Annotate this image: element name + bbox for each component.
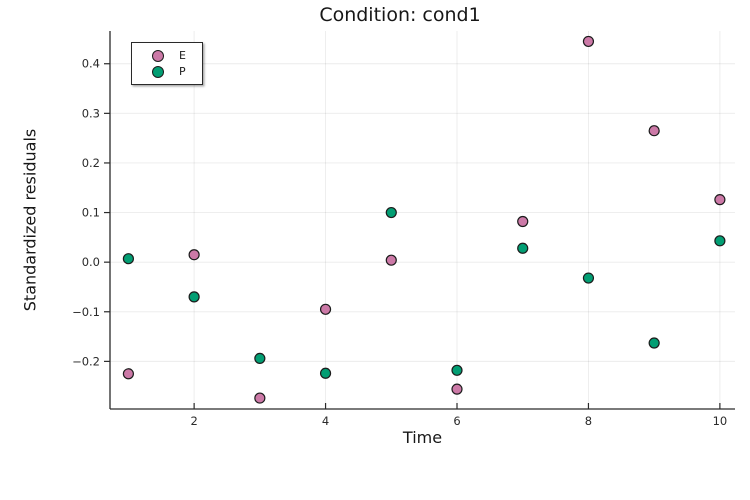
legend-marker-e-icon [152, 49, 164, 62]
legend: E P [131, 42, 203, 85]
x-tick-label: 6 [453, 414, 460, 428]
legend-row-p: P [152, 65, 186, 78]
y-tick-label: 0.3 [82, 106, 100, 120]
x-tick-label: 8 [585, 414, 592, 428]
data-point-p [254, 352, 266, 365]
x-tick-label: 10 [713, 414, 728, 428]
data-point-e [122, 368, 135, 380]
data-point-p [451, 364, 463, 376]
data-point-p [319, 367, 332, 379]
y-tick-label: −0.2 [72, 354, 100, 368]
data-point-p [714, 235, 726, 247]
data-point-e [319, 303, 332, 315]
x-tick-label: 4 [322, 414, 329, 428]
chart-title: Condition: cond1 [319, 4, 481, 26]
y-tick-label: 0.2 [82, 156, 100, 170]
data-point-p [582, 272, 595, 284]
data-point-e [188, 249, 200, 261]
legend-label-p: P [179, 65, 186, 78]
data-point-p [385, 206, 397, 219]
data-point-p [517, 242, 529, 254]
y-tick-label: 0.1 [82, 206, 100, 220]
y-tick-label: 0.4 [82, 57, 100, 71]
legend-label-e: E [179, 49, 186, 62]
data-point-e [714, 194, 726, 206]
data-point-e [517, 215, 529, 228]
data-point-e [451, 383, 463, 395]
data-point-e [582, 35, 595, 48]
data-point-p [648, 337, 660, 349]
x-tick-label: 2 [190, 414, 197, 428]
data-point-e [648, 125, 660, 137]
y-tick-label: −0.1 [72, 305, 100, 319]
legend-marker-p-icon [152, 65, 164, 78]
data-point-e [254, 392, 266, 404]
legend-row-e: E [152, 49, 186, 62]
data-point-p [122, 253, 135, 265]
data-point-p [188, 291, 200, 303]
y-tick-label: 0.0 [82, 255, 100, 269]
data-point-e [385, 254, 397, 266]
x-axis-label: Time [402, 428, 443, 447]
